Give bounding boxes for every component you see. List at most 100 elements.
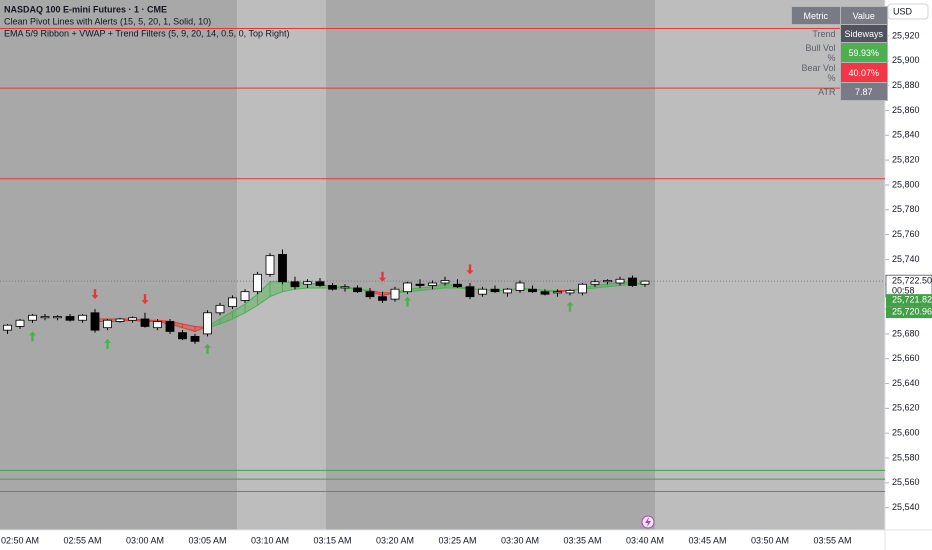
candle-body: [140, 318, 150, 327]
x-tick-label: 03:50 AM: [751, 535, 789, 545]
y-tick-label: 25,640: [892, 378, 920, 388]
value-cell: Sideways: [839, 24, 889, 43]
table-row: Bear Vol % 40.07%: [792, 62, 889, 83]
candle-body: [153, 321, 162, 329]
metric-cell: Bull Vol %: [805, 42, 836, 63]
candle-body: [540, 291, 550, 295]
candle-body: [578, 283, 587, 294]
candle-body: [228, 297, 237, 307]
candle-body: [290, 281, 300, 288]
candle-body: [215, 304, 225, 314]
y-tick-label: 25,900: [892, 55, 920, 65]
candle-body: [278, 254, 287, 283]
y-tick-label: 25,740: [892, 254, 920, 264]
x-tick-label: 03:05 AM: [188, 535, 226, 545]
candle-body: [240, 291, 250, 301]
candle-body: [115, 318, 125, 322]
candle-body: [178, 332, 187, 340]
candle-body: [340, 286, 350, 289]
candle-body: [303, 281, 312, 285]
y-tick-label: 25,680: [892, 328, 920, 338]
x-tick-label: 03:30 AM: [501, 535, 539, 545]
metric-cell: Trend: [812, 28, 836, 39]
buy-arrow: [404, 296, 411, 307]
sell-arrow: [466, 264, 474, 275]
y-tick-label: 25,920: [892, 30, 920, 40]
currency[interactable]: USD: [893, 6, 913, 16]
metric-cell: Bear Vol %: [801, 62, 836, 83]
y-tick-label: 25,580: [892, 452, 920, 462]
candle-body: [403, 282, 412, 293]
y-tick-label: 25,600: [892, 428, 920, 438]
y-tick-label: 25,540: [892, 502, 920, 512]
candle-body: [390, 288, 400, 300]
value-cell: 59.93%: [839, 42, 889, 63]
candle-body: [515, 282, 525, 291]
event-icon-glyph: [645, 517, 651, 527]
candle-body: [503, 288, 512, 294]
table-row: ATR 7.87: [792, 82, 889, 101]
ema-ribbon: [594, 283, 608, 289]
candle-body: [65, 316, 75, 321]
x-tick-label: 02:55 AM: [63, 535, 101, 545]
candle-body: [415, 283, 425, 286]
candle-body: [590, 281, 600, 285]
candle-body: [640, 280, 650, 285]
candle-body: [478, 288, 487, 295]
buy-arrow: [566, 301, 574, 312]
y-tick-label: 25,840: [892, 130, 920, 140]
candle-body: [365, 291, 375, 298]
time-axis: [0, 530, 932, 550]
buy-arrow: [104, 338, 111, 349]
indicator-label: EMA 5/9 Ribbon + VWAP + Trend Filters (5…: [4, 28, 289, 38]
candle-body: [603, 280, 612, 283]
x-tick-label: 03:45 AM: [688, 535, 726, 545]
candle-body: [78, 314, 87, 321]
y-tick-label: 25,620: [892, 403, 920, 413]
buy-arrow: [29, 331, 36, 342]
x-tick-label: 03:25 AM: [438, 535, 476, 545]
price-label: 25,721.82: [892, 295, 932, 305]
candle-body: [165, 321, 175, 332]
candle-body: [40, 316, 50, 319]
value-cell: 40.07%: [839, 62, 889, 83]
session-band: [326, 0, 655, 530]
last-price-label: 25,722.50: [892, 276, 932, 286]
candle-body: [190, 335, 200, 342]
x-tick-label: 03:55 AM: [813, 535, 851, 545]
price-label: 25,720.96: [892, 307, 932, 317]
header-cell: Metric: [791, 6, 841, 25]
candle-body: [465, 286, 475, 298]
sell-arrow: [141, 294, 149, 305]
x-tick-label: 03:10 AM: [251, 535, 289, 545]
candle-body: [553, 291, 562, 294]
candle-body: [53, 316, 62, 319]
y-tick-label: 25,660: [892, 353, 920, 363]
y-tick-label: 25,880: [892, 80, 920, 90]
table-row: Bull Vol % 59.93%: [792, 42, 889, 63]
value-cell: 7.87: [839, 82, 889, 101]
x-tick-label: 02:50 AM: [1, 535, 39, 545]
session-band: [0, 0, 237, 530]
y-tick-label: 25,780: [892, 204, 920, 214]
candle-body: [528, 288, 537, 293]
candle-body: [353, 287, 362, 293]
candle-body: [128, 317, 137, 321]
header-cell: Value: [839, 6, 889, 25]
table-header: Metric Value: [791, 6, 889, 25]
x-tick-label: 03:35 AM: [563, 535, 601, 545]
candle-body: [15, 319, 25, 327]
y-tick-label: 25,760: [892, 229, 920, 239]
candle-body: [90, 312, 100, 331]
x-tick-label: 03:40 AM: [626, 535, 664, 545]
candle-body: [265, 255, 275, 275]
price-label-box: [886, 306, 932, 319]
sell-arrow: [379, 271, 386, 282]
y-tick-label: 25,560: [892, 477, 920, 487]
candle-body: [3, 324, 12, 331]
currency-button[interactable]: [887, 3, 929, 20]
candle-body: [315, 281, 325, 286]
candle-body: [203, 312, 212, 335]
